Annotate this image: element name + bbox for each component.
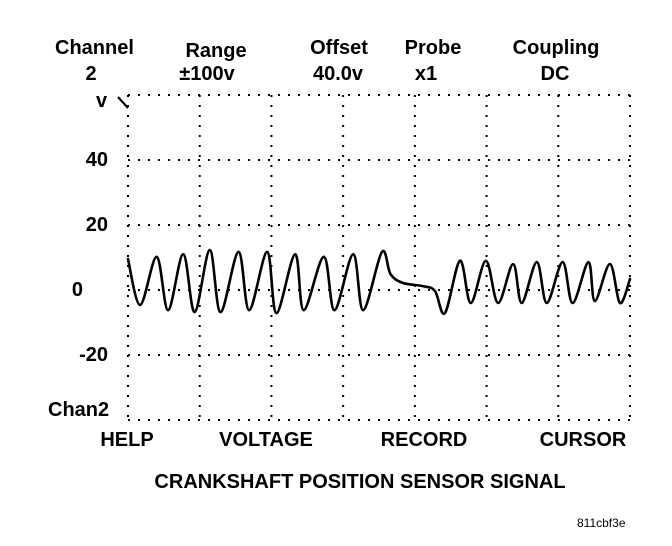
y-unit-label: v bbox=[96, 90, 108, 112]
probe-label: Probe bbox=[404, 37, 462, 59]
y-tick-label: -20 bbox=[79, 344, 108, 366]
grid bbox=[127, 94, 631, 421]
y-tick-label: 0 bbox=[71, 279, 83, 301]
channel-label: Channel bbox=[55, 37, 134, 59]
channel-indicator: Chan2 bbox=[48, 399, 110, 421]
figure-caption: CRANKSHAFT POSITION SENSOR SIGNAL bbox=[154, 471, 566, 493]
signal-trace bbox=[126, 248, 632, 316]
coupling-label: Coupling bbox=[512, 37, 600, 59]
softkey-help: HELP bbox=[100, 429, 154, 451]
cursor-marker-icon bbox=[117, 96, 129, 109]
softkey-cursor: CURSOR bbox=[539, 429, 627, 451]
figure-code: 811cbf3e bbox=[577, 516, 626, 530]
softkey-voltage: VOLTAGE bbox=[219, 429, 313, 451]
range-label: Range bbox=[185, 40, 247, 62]
y-tick-label: 40 bbox=[85, 149, 108, 171]
offset-value: 40.0v bbox=[312, 63, 364, 85]
offset-label: Offset bbox=[310, 37, 368, 59]
softkey-record: RECORD bbox=[380, 429, 468, 451]
coupling-value: DC bbox=[540, 63, 570, 85]
y-tick-label: 20 bbox=[85, 214, 108, 236]
range-value: ±100v bbox=[179, 63, 235, 85]
channel-value: 2 bbox=[85, 63, 97, 85]
probe-value: x1 bbox=[414, 63, 438, 85]
